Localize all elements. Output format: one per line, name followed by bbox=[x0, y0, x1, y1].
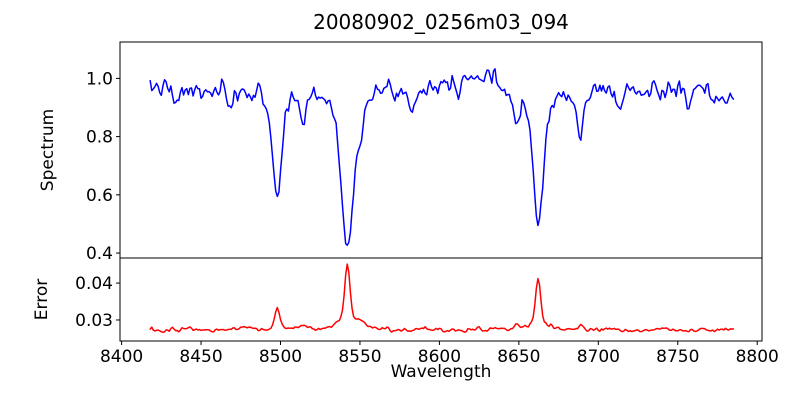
x-axis-tick-label: 8750 bbox=[656, 347, 699, 367]
error-line bbox=[149, 263, 735, 333]
x-axis-tick-label: 8400 bbox=[100, 347, 143, 367]
y-axis-tick-label: 0.04 bbox=[75, 274, 113, 294]
data-series-layer bbox=[149, 68, 735, 333]
spectrum-panel-frame bbox=[119, 41, 763, 259]
ticks-layer: 0.4 0.6 0.8 1.0 0.03 0.04 8400 8450 8500 8550 8600… bbox=[75, 69, 779, 367]
y-axis-tick-label: 0.8 bbox=[86, 128, 113, 148]
error-panel-frame bbox=[119, 257, 763, 342]
x-axis-tick-label: 8600 bbox=[418, 347, 461, 367]
y-axis-label-error: Error bbox=[32, 279, 52, 320]
x-axis-tick-label: 8800 bbox=[736, 347, 779, 367]
x-axis-label: Wavelength bbox=[391, 362, 492, 382]
chart-title: 20080902_0256m03_094 bbox=[313, 10, 569, 34]
y-axis-tick-label: 0.6 bbox=[86, 186, 113, 206]
x-axis-tick-label: 8700 bbox=[577, 347, 620, 367]
axes-layer: 0.4 0.6 0.8 1.0 0.03 0.04 8400 8450 8500 8550 8600… bbox=[75, 41, 779, 367]
x-axis-tick-label: 8550 bbox=[338, 347, 381, 367]
spectrum-line bbox=[149, 68, 735, 247]
y-axis-label-spectrum: Spectrum bbox=[38, 109, 58, 191]
y-axis-tick-label: 1.0 bbox=[86, 69, 113, 89]
x-axis-tick-label: 8650 bbox=[497, 347, 540, 367]
x-axis-tick-label: 8450 bbox=[179, 347, 222, 367]
y-axis-tick-label: 0.4 bbox=[86, 244, 113, 264]
y-axis-tick-label: 0.03 bbox=[75, 311, 113, 331]
x-axis-tick-label: 8500 bbox=[259, 347, 302, 367]
